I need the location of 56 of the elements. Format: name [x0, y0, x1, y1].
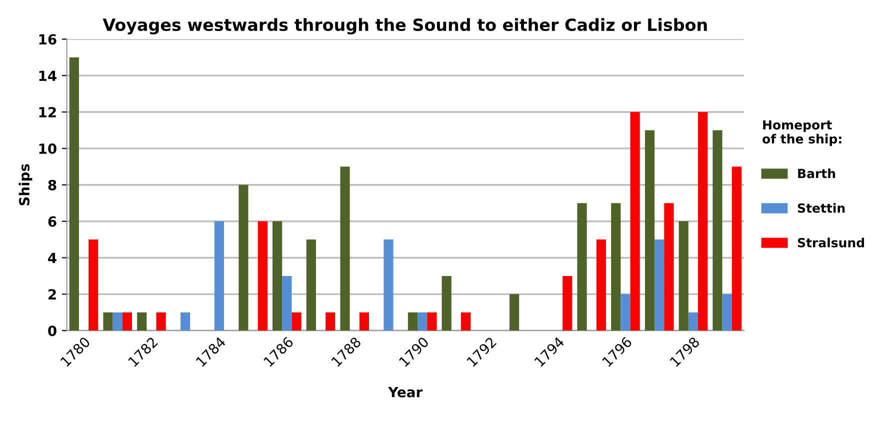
bar — [214, 221, 224, 331]
bar — [384, 240, 394, 331]
legend-label: Barth — [798, 168, 836, 178]
bar — [418, 312, 428, 331]
bar — [654, 240, 664, 331]
bar — [306, 240, 316, 331]
y-tick-label: 8 — [48, 180, 56, 190]
bar — [69, 57, 79, 331]
bar — [238, 184, 248, 331]
bar — [644, 130, 655, 331]
bar — [596, 240, 606, 331]
bar — [408, 312, 418, 331]
bar — [282, 276, 292, 331]
bar — [688, 312, 698, 331]
bar — [340, 166, 350, 331]
bar — [180, 312, 190, 331]
y-tick-label: 4 — [48, 252, 56, 264]
chart-title: Voyages westwards through the Sound to either Cadiz or Lisbon — [102, 18, 707, 34]
y-tick-label: 14 — [39, 70, 56, 81]
bar — [88, 240, 98, 331]
bar — [103, 312, 113, 331]
bar — [359, 312, 370, 331]
y-tick-label: 0 — [48, 326, 56, 336]
bar — [678, 221, 688, 331]
bar — [722, 294, 732, 331]
bar — [611, 203, 621, 331]
bar — [292, 312, 302, 331]
bar — [510, 294, 520, 331]
bar — [326, 312, 336, 331]
legend-label: Stettin — [798, 203, 845, 213]
bar — [122, 312, 132, 331]
bar — [620, 294, 630, 331]
bar — [427, 312, 437, 331]
y-tick-label: 6 — [48, 216, 56, 227]
bar — [442, 276, 452, 331]
bar — [630, 112, 640, 331]
legend-title: Homeport of the ship: — [762, 120, 842, 146]
bar — [712, 130, 722, 331]
bar — [272, 221, 282, 331]
y-tick-label: 16 — [39, 34, 56, 45]
legend-label: Stralsund — [798, 238, 864, 248]
y-tick-label: 10 — [39, 143, 56, 154]
y-axis-title: Ships — [18, 164, 32, 206]
x-axis-title: Year — [388, 387, 423, 398]
bar — [460, 312, 471, 331]
bar — [156, 312, 166, 331]
bar — [112, 312, 122, 331]
bar — [698, 112, 708, 331]
bar — [258, 221, 268, 331]
bar — [577, 203, 587, 331]
y-tick-label: 2 — [48, 289, 56, 300]
bar — [562, 276, 572, 331]
bar — [732, 166, 742, 331]
bar — [137, 312, 147, 331]
y-tick-label: 12 — [39, 106, 56, 118]
bar — [664, 203, 674, 331]
